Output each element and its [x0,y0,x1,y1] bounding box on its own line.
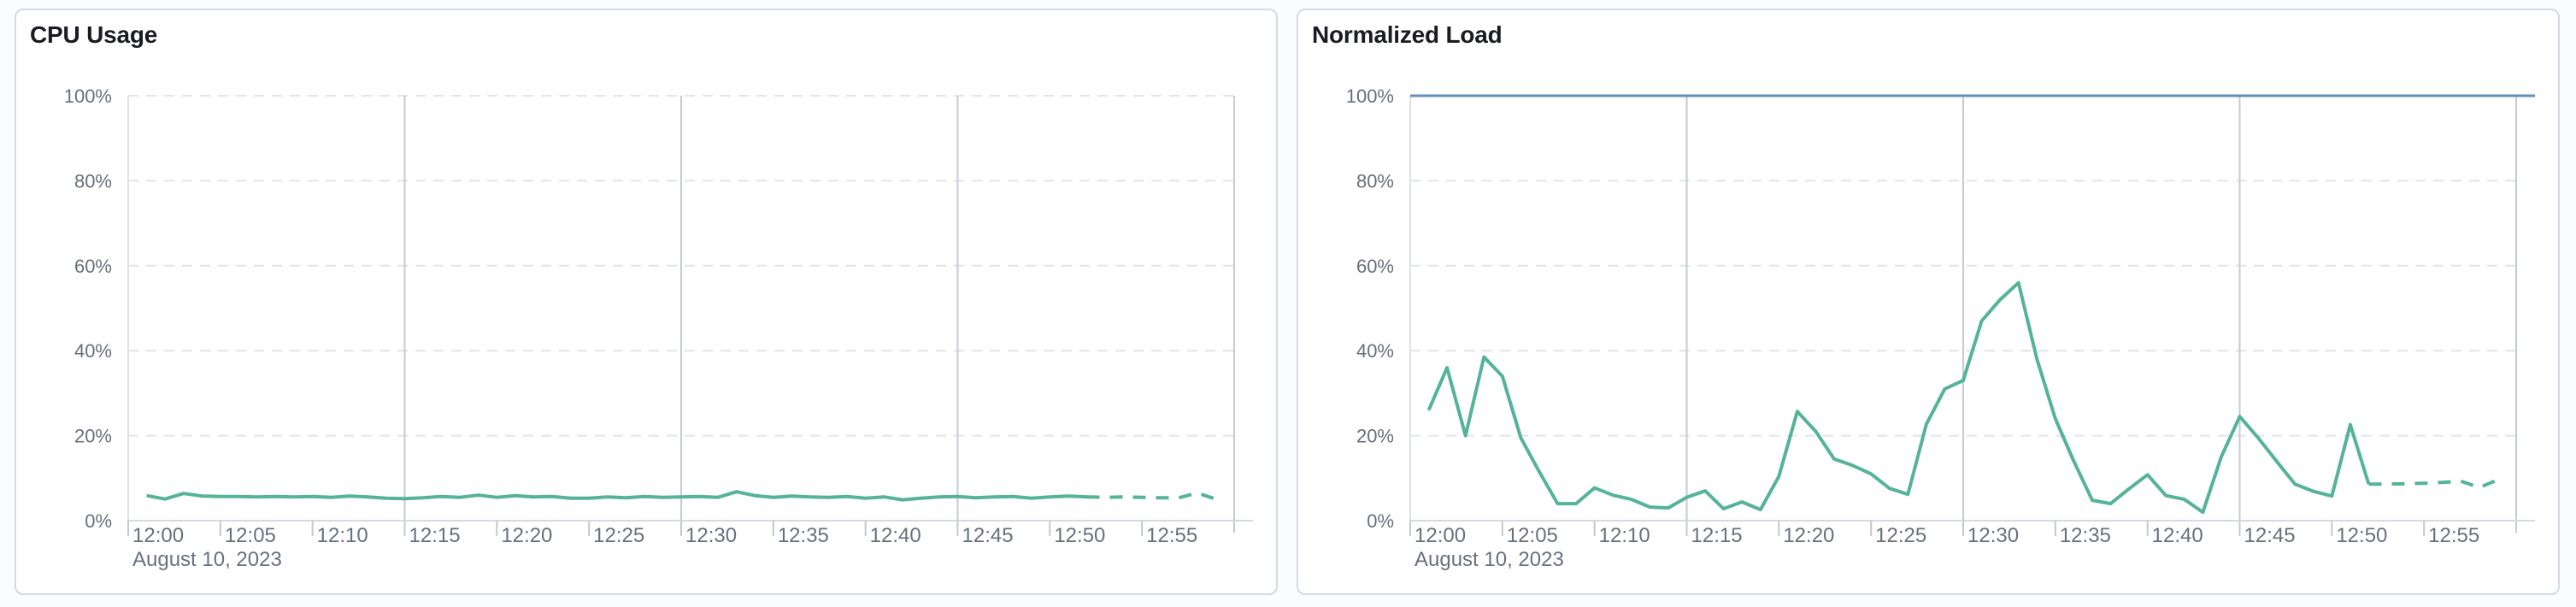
panel-title: CPU Usage [30,21,158,48]
y-axis-label: 60% [1356,256,1394,277]
cpu-usage-chart[interactable]: 12:00 12:05 12:10 12:15 12:20 12:25 12:30 12:35… [16,10,1276,593]
x-axis-label: 12:45 [2244,524,2296,547]
x-axis-label: 12:55 [1146,524,1197,547]
x-axis-label: 12:30 [685,524,737,547]
x-axis-label: 12:10 [1599,524,1650,547]
x-axis-date-label: August 10, 2023 [132,548,282,571]
y-axis-label: 20% [1356,426,1394,447]
cpu-usage-panel: 12:00 12:05 12:10 12:15 12:20 12:25 12:30 12:35… [15,9,1278,595]
x-axis-label: 12:35 [2060,524,2111,547]
y-axis-label: 100% [1346,85,1394,107]
x-axis-label: 12:15 [409,524,461,547]
x-axis-label: 12:25 [1875,524,1926,547]
x-axis-label: 12:50 [2336,524,2387,547]
y-axis-label: 40% [1356,340,1394,362]
cpu-usage-line-dashed [1086,491,1217,501]
cpu-usage-line-solid [146,490,1087,502]
y-axis-label: 80% [1356,170,1394,192]
y-axis-label: 80% [74,170,112,192]
y-axis-label: 60% [74,256,112,277]
x-axis-label: 12:45 [962,524,1014,547]
y-axis-label: 20% [74,426,112,447]
x-axis-label: 12:50 [1054,524,1105,547]
y-axis-label: 40% [74,340,112,362]
panel-title: Normalized Load [1312,21,1503,48]
x-axis-label: 12:55 [2428,524,2479,547]
x-axis-label: 12:20 [1783,524,1834,547]
y-axis-label: 0% [1367,510,1394,532]
x-axis-label: 12:00 [132,524,184,547]
x-axis-label: 12:35 [778,524,829,547]
normalized-load-panel: 12:00 12:05 12:10 12:15 12:20 12:25 12:30 12:35… [1297,9,2560,595]
x-axis-label: 12:15 [1691,524,1743,547]
x-axis-label: 12:05 [225,524,276,547]
y-axis-label: 0% [85,510,112,532]
x-axis-label: 12:20 [501,524,552,547]
x-axis-label: 12:40 [870,524,921,547]
normalized-load-line-solid [1426,280,2371,515]
x-axis-label: 12:00 [1414,524,1466,547]
x-axis-label: 12:05 [1507,524,1558,547]
x-axis-date-label: August 10, 2023 [1414,548,1564,571]
y-axis-label: 100% [64,85,112,107]
x-axis-label: 12:25 [593,524,644,547]
normalized-load-line-dashed [2368,478,2499,490]
x-axis-label: 12:10 [317,524,368,547]
x-axis-label: 12:30 [1967,524,2019,547]
x-axis-label: 12:40 [2152,524,2203,547]
normalized-load-chart[interactable]: 12:00 12:05 12:10 12:15 12:20 12:25 12:30 12:35… [1298,10,2558,593]
